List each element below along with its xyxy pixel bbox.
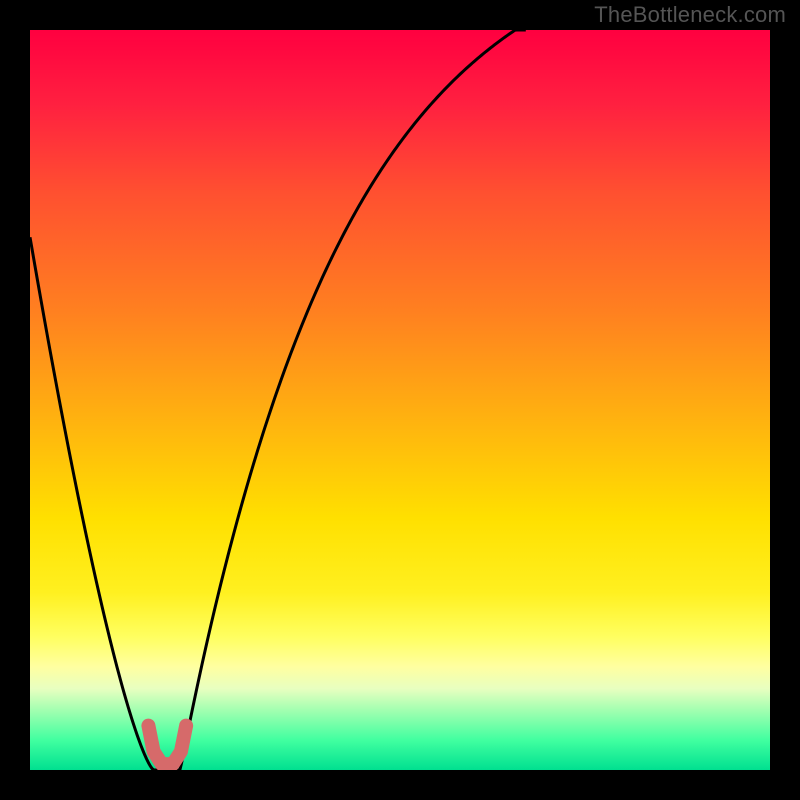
- chart-frame: TheBottleneck.com: [0, 0, 800, 800]
- plot-area: [30, 30, 770, 770]
- watermark-text: TheBottleneck.com: [594, 2, 786, 28]
- plot-svg: [30, 30, 770, 770]
